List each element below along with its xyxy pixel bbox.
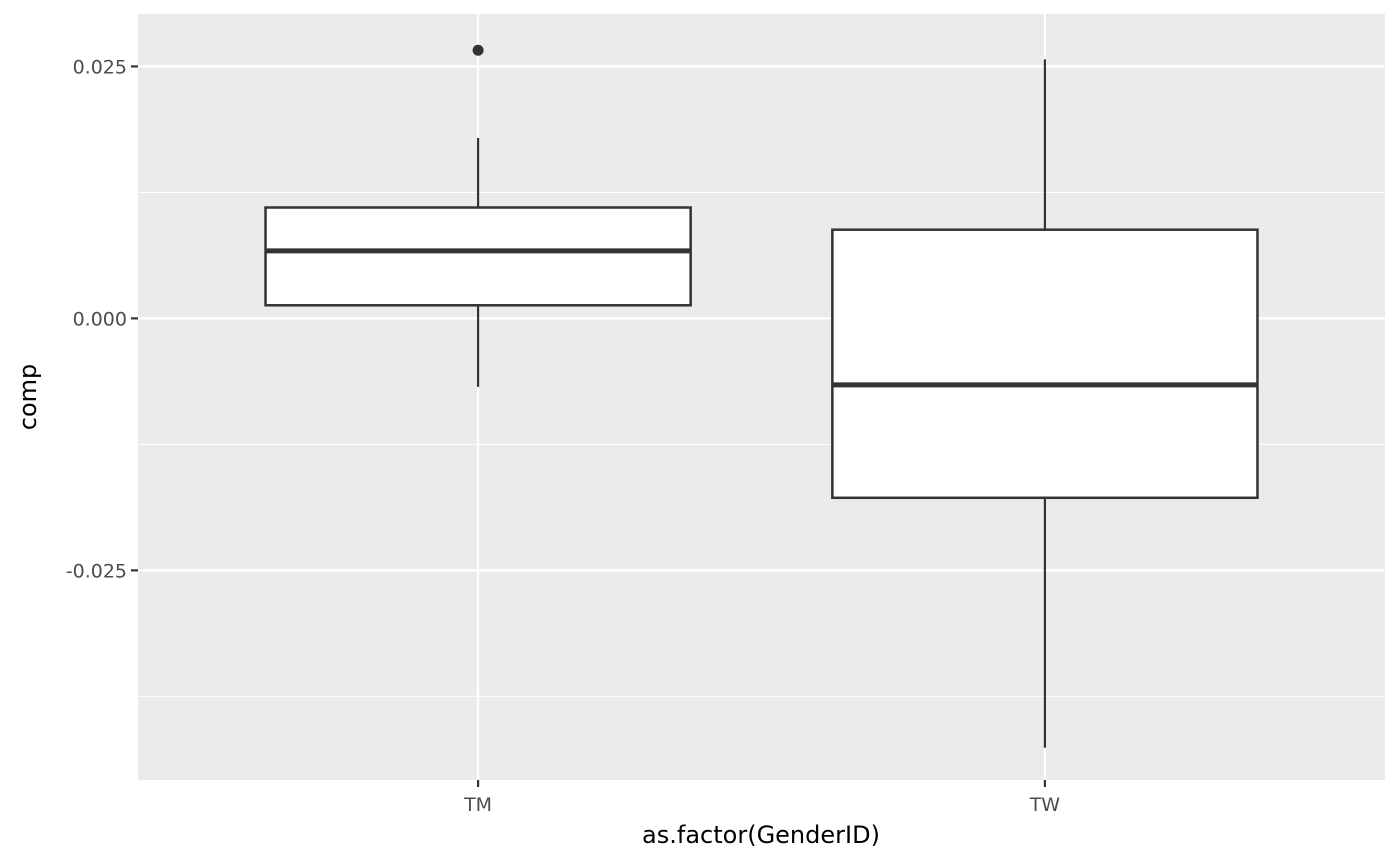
y-axis-title: comp [14,364,42,431]
box-tm [264,44,692,387]
x-axis: TM TW [463,780,1060,816]
outlier-point [472,44,484,56]
y-tick-label: -0.025 [66,560,127,582]
box-series [264,44,1259,748]
x-axis-title: as.factor(GenderID) [642,821,880,849]
x-tick-label: TM [463,794,492,816]
box-tw [831,59,1259,748]
box-body [831,228,1259,500]
x-tick-label: TW [1029,794,1061,816]
box-body [264,206,692,307]
y-axis: 0.025 0.000 -0.025 [66,56,138,582]
y-tick-label: 0.025 [73,56,127,78]
y-tick-label: 0.000 [73,308,127,330]
